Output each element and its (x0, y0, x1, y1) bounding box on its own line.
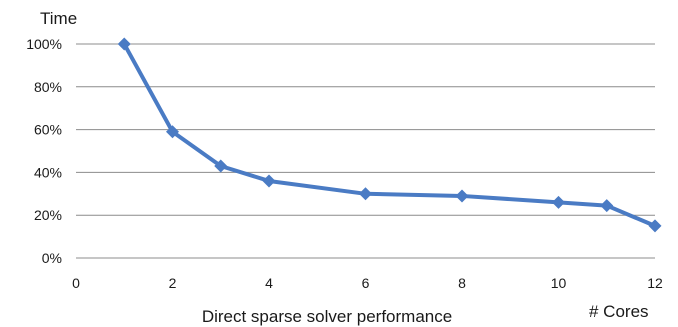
y-axis-title: Time (40, 9, 77, 28)
chart-caption: Direct sparse solver performance (202, 307, 452, 326)
x-tick-label: 6 (362, 275, 370, 291)
x-tick-label: 10 (551, 275, 567, 291)
y-tick-label: 100% (26, 36, 62, 52)
y-tick-label: 60% (34, 122, 62, 138)
x-tick-label: 4 (265, 275, 273, 291)
data-point (648, 219, 662, 233)
series-layer (117, 37, 662, 233)
series-line (122, 42, 657, 228)
y-tick-label: 80% (34, 79, 62, 95)
data-point (552, 195, 565, 209)
data-point (166, 125, 179, 139)
x-axis-title: # Cores (589, 302, 649, 321)
data-point (359, 187, 372, 201)
x-tick-label: 12 (647, 275, 663, 291)
y-tick-label: 0% (42, 250, 62, 266)
data-point (214, 159, 228, 173)
x-tick-label: 0 (72, 275, 80, 291)
x-tick-label: 2 (169, 275, 177, 291)
x-tick-labels: 0 2 4 6 8 10 12 (72, 275, 663, 291)
y-tick-labels: 0% 20% 40% 60% 80% 100% (26, 36, 62, 266)
x-tick-label: 8 (458, 275, 466, 291)
data-point (455, 189, 469, 203)
data-point (117, 37, 131, 51)
data-point (262, 174, 276, 188)
data-point (600, 199, 614, 213)
y-tick-label: 20% (34, 207, 62, 223)
y-tick-label: 40% (34, 164, 62, 180)
